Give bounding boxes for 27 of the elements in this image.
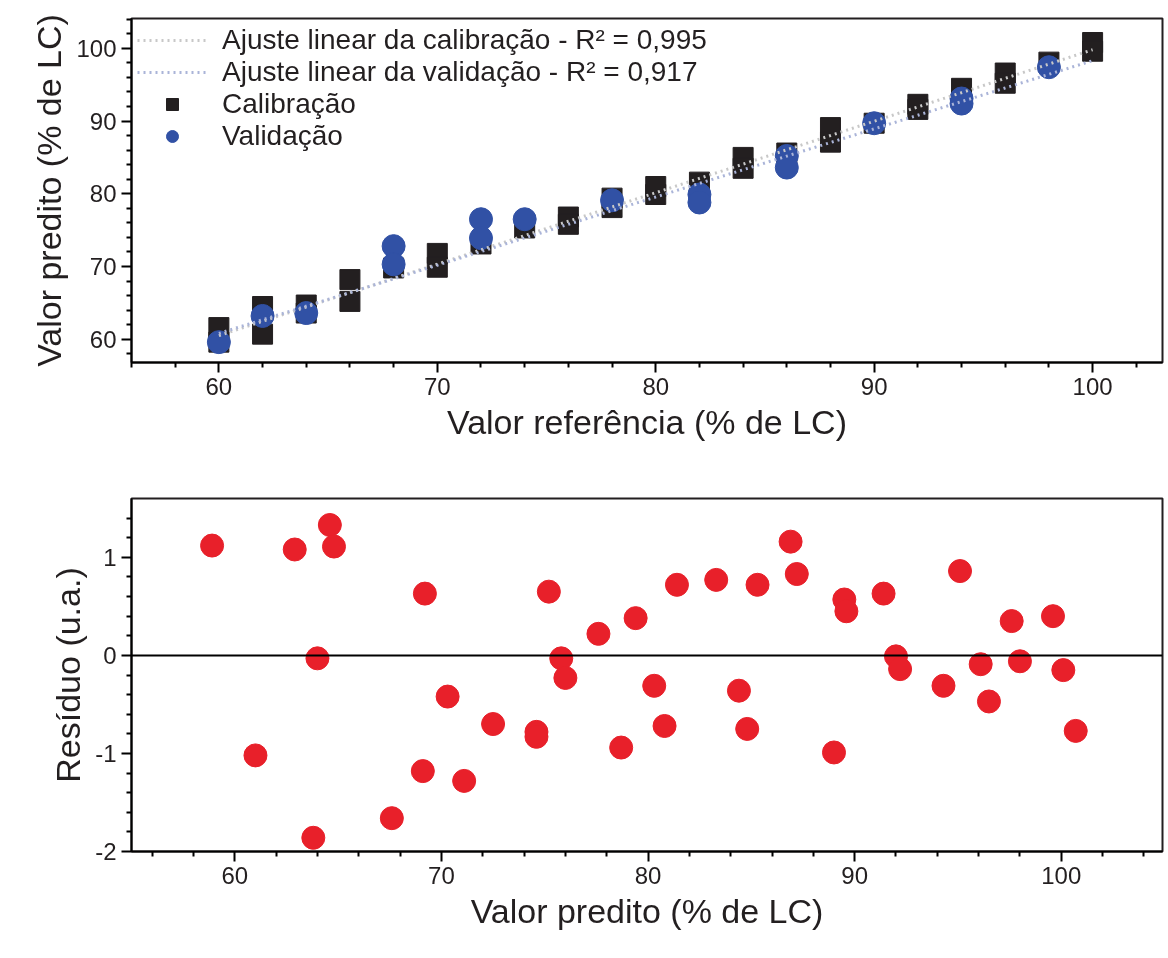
- x-axis-title: Valor referência (% de LC): [447, 402, 847, 441]
- y-tick-label: -2: [95, 838, 117, 865]
- x-axis-title: Valor predito (% de LC): [470, 891, 824, 930]
- y-tick-label: 90: [89, 107, 117, 135]
- legend-label: Ajuste linear da calibração - R² = 0,995: [222, 24, 707, 56]
- x-tick-label: 70: [423, 372, 451, 400]
- x-tick-label: 60: [205, 372, 233, 400]
- legend-label: Calibração: [222, 88, 356, 120]
- x-tick-label: 60: [221, 861, 249, 889]
- y-tick-label: 100: [76, 34, 117, 62]
- x-tick-label: 90: [841, 861, 868, 889]
- x-tick-label: 100: [1041, 861, 1082, 889]
- y-tick-label: -1: [95, 739, 117, 767]
- y-tick-label: 80: [89, 180, 117, 208]
- legend-label: Ajuste linear da validação - R² = 0,917: [222, 56, 698, 88]
- x-tick-label: 100: [1072, 372, 1113, 400]
- y-tick-label: 1: [103, 543, 117, 571]
- y-tick-label: 60: [89, 325, 117, 353]
- x-tick-label: 80: [634, 861, 662, 889]
- y-axis-title: Resíduo (u.a.): [49, 567, 88, 783]
- y-tick-label: 70: [89, 253, 117, 280]
- y-axis-title: Valor predito (% de LC): [30, 14, 69, 367]
- x-tick-label: 70: [428, 861, 455, 889]
- y-tick-label: 0: [103, 641, 117, 669]
- x-tick-label: 90: [860, 372, 888, 400]
- legend-label: Validação: [222, 120, 343, 152]
- x-tick-label: 80: [642, 372, 670, 400]
